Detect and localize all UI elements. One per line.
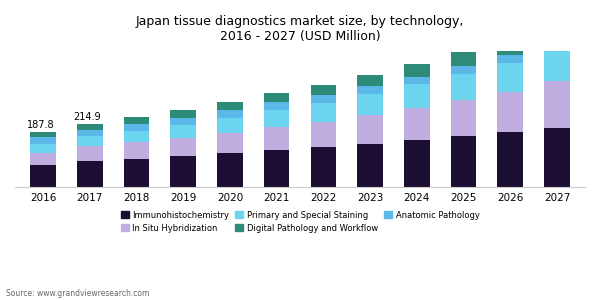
Bar [311, 147, 336, 187]
Bar [77, 130, 103, 136]
Bar [544, 23, 570, 41]
Bar [217, 118, 243, 133]
Bar [124, 124, 149, 131]
Bar [544, 128, 570, 187]
Bar [124, 159, 149, 187]
Bar [497, 133, 523, 187]
Bar [217, 133, 243, 153]
Bar [170, 125, 196, 138]
Bar [544, 81, 570, 128]
Bar [311, 85, 336, 95]
Bar [544, 49, 570, 81]
Bar [217, 153, 243, 187]
Bar [357, 144, 383, 187]
Bar [30, 153, 56, 165]
Bar [77, 146, 103, 161]
Bar [170, 138, 196, 156]
Bar [30, 144, 56, 153]
Bar [264, 150, 289, 187]
Bar [357, 75, 383, 86]
Bar [404, 76, 430, 84]
Bar [264, 127, 289, 150]
Bar [311, 103, 336, 122]
Bar [497, 63, 523, 92]
Bar [357, 94, 383, 116]
Bar [264, 102, 289, 110]
Legend: Immunohistochemistry, In Situ Hybridization, Primary and Special Staining, Digit: Immunohistochemistry, In Situ Hybridizat… [121, 211, 479, 233]
Bar [497, 39, 523, 55]
Bar [357, 116, 383, 144]
Bar [451, 74, 476, 100]
Text: Source: www.grandviewresearch.com: Source: www.grandviewresearch.com [6, 290, 149, 298]
Bar [30, 165, 56, 187]
Bar [77, 161, 103, 187]
Bar [311, 95, 336, 103]
Bar [404, 84, 430, 108]
Bar [451, 100, 476, 136]
Text: 214.9: 214.9 [74, 112, 101, 122]
Bar [30, 132, 56, 137]
Bar [124, 131, 149, 142]
Bar [217, 110, 243, 118]
Bar [170, 110, 196, 118]
Bar [124, 117, 149, 124]
Bar [404, 108, 430, 140]
Bar [404, 64, 430, 76]
Bar [497, 92, 523, 133]
Bar [217, 102, 243, 110]
Bar [30, 137, 56, 144]
Bar [357, 86, 383, 94]
Bar [451, 136, 476, 187]
Text: 187.8: 187.8 [27, 120, 55, 130]
Bar [264, 93, 289, 102]
Bar [544, 41, 570, 49]
Title: Japan tissue diagnostics market size, by technology,
2016 - 2027 (USD Million): Japan tissue diagnostics market size, by… [136, 15, 464, 43]
Bar [451, 66, 476, 74]
Bar [264, 110, 289, 127]
Bar [404, 140, 430, 187]
Bar [124, 142, 149, 159]
Bar [497, 55, 523, 63]
Bar [311, 122, 336, 147]
Bar [170, 118, 196, 125]
Bar [170, 156, 196, 187]
Bar [77, 124, 103, 130]
Bar [77, 136, 103, 146]
Bar [451, 52, 476, 66]
